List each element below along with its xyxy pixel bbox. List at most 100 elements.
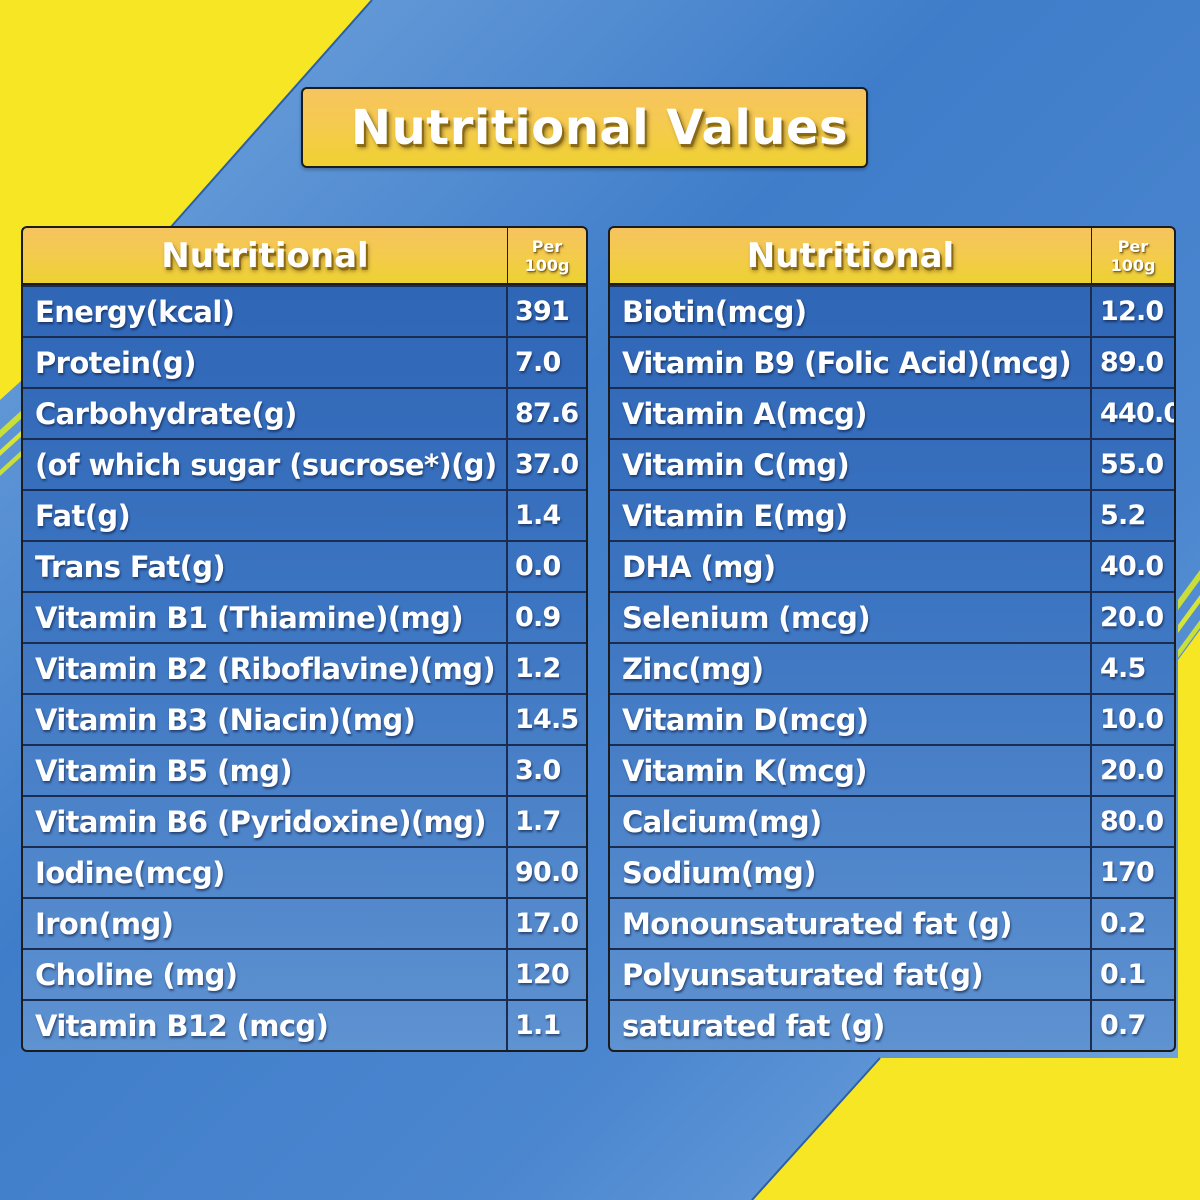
nutrient-name: Monounsaturated fat (g): [610, 899, 1092, 948]
header-per-line1: Per: [1117, 236, 1149, 256]
nutrient-value: 37.0: [515, 449, 579, 480]
table-row: Vitamin C(mg) 55.0: [610, 438, 1174, 489]
nutrient-name: Selenium (mcg): [610, 593, 1092, 642]
nutrient-name: Vitamin K(mcg): [610, 746, 1092, 795]
nutrient-value: 20.0: [1100, 602, 1164, 633]
header-nutritional-label: Nutritional: [23, 228, 508, 283]
nutrient-name: (of which sugar (sucrose*)(g): [23, 440, 508, 489]
nutrient-value: 3.0: [515, 755, 561, 786]
table-row: Vitamin B12 (mcg) 1.1: [23, 999, 586, 1050]
nutrient-value: 55.0: [1100, 449, 1164, 480]
table-row: Vitamin B1 (Thiamine)(mg) 0.9: [23, 591, 586, 642]
nutrition-table-left: Nutritional Per 100g Energy(kcal) 391 Pro…: [21, 226, 588, 1052]
table-row: Calcium(mg) 80.0: [610, 795, 1174, 846]
table-row: Iron(mg) 17.0: [23, 897, 586, 948]
table-row: Fat(g) 1.4: [23, 489, 586, 540]
table-row: Zinc(mg) 4.5: [610, 642, 1174, 693]
table-row: Protein(g) 7.0: [23, 336, 586, 387]
nutrient-value: 1.2: [515, 653, 561, 684]
table-header: Nutritional Per 100g: [608, 226, 1176, 285]
header-per-line2: 100g: [1110, 255, 1156, 275]
nutrient-value: 90.0: [515, 857, 579, 888]
table-row: Biotin(mcg) 12.0: [610, 285, 1174, 336]
nutrient-name: Vitamin B9 (Folic Acid)(mcg): [610, 338, 1092, 387]
nutrient-name: Energy(kcal): [23, 287, 508, 336]
table-row: Polyunsaturated fat(g) 0.1: [610, 948, 1174, 999]
nutrient-name: Vitamin D(mcg): [610, 695, 1092, 744]
table-row: Iodine(mcg) 90.0: [23, 846, 586, 897]
table-row: Trans Fat(g) 0.0: [23, 540, 586, 591]
nutrient-value: 120: [515, 959, 570, 990]
nutrient-name: Trans Fat(g): [23, 542, 508, 591]
table-row: (of which sugar (sucrose*)(g) 37.0: [23, 438, 586, 489]
nutrient-value: 17.0: [515, 908, 579, 939]
table-row: Vitamin B2 (Riboflavine)(mg) 1.2: [23, 642, 586, 693]
nutrient-value: 80.0: [1100, 806, 1164, 837]
nutrient-value: 1.1: [515, 1010, 561, 1041]
title-banner: Nutritional Values: [301, 87, 868, 168]
nutrient-name: Vitamin B12 (mcg): [23, 1001, 508, 1050]
table-row: Vitamin D(mcg) 10.0: [610, 693, 1174, 744]
nutrient-name: Vitamin A(mcg): [610, 389, 1092, 438]
table-row: saturated fat (g) 0.7: [610, 999, 1174, 1050]
nutrient-name: Carbohydrate(g): [23, 389, 508, 438]
table-header: Nutritional Per 100g: [21, 226, 588, 285]
nutrition-table-right: Nutritional Per 100g Biotin(mcg) 12.0 Vit…: [608, 226, 1176, 1052]
nutrient-value: 0.7: [1100, 1010, 1146, 1041]
table-row: Vitamin E(mg) 5.2: [610, 489, 1174, 540]
table-row: Selenium (mcg) 20.0: [610, 591, 1174, 642]
page-title: Nutritional Values: [350, 99, 849, 156]
header-per-line1: Per: [531, 236, 563, 256]
table-row: Choline (mg) 120: [23, 948, 586, 999]
nutrient-name: Vitamin B3 (Niacin)(mg): [23, 695, 508, 744]
nutrient-value: 40.0: [1100, 551, 1164, 582]
table-row: Energy(kcal) 391: [23, 285, 586, 336]
table-row: Sodium(mg) 170: [610, 846, 1174, 897]
nutrient-value: 4.5: [1100, 653, 1146, 684]
nutrient-value: 10.0: [1100, 704, 1164, 735]
nutrient-value: 20.0: [1100, 755, 1164, 786]
nutrient-name: saturated fat (g): [610, 1001, 1092, 1050]
nutrient-value: 0.0: [515, 551, 561, 582]
nutrient-name: Polyunsaturated fat(g): [610, 950, 1092, 999]
nutrient-name: Vitamin C(mg): [610, 440, 1092, 489]
nutrient-value: 89.0: [1100, 347, 1164, 378]
nutrient-value: 0.2: [1100, 908, 1146, 939]
nutrient-value: 5.2: [1100, 500, 1146, 531]
nutrient-value: 170: [1100, 857, 1155, 888]
nutrient-name: Choline (mg): [23, 950, 508, 999]
nutrient-value: 7.0: [515, 347, 561, 378]
nutrient-value: 14.5: [515, 704, 579, 735]
nutrient-value: 440.0: [1100, 398, 1176, 429]
nutrient-name: Vitamin B6 (Pyridoxine)(mg): [23, 797, 508, 846]
nutrient-name: Iodine(mcg): [23, 848, 508, 897]
nutrient-name: Fat(g): [23, 491, 508, 540]
table-row: DHA (mg) 40.0: [610, 540, 1174, 591]
header-nutritional-label: Nutritional: [610, 228, 1092, 283]
table-row: Carbohydrate(g) 87.6: [23, 387, 586, 438]
nutrient-value: 87.6: [515, 398, 579, 429]
nutrient-value: 12.0: [1100, 296, 1164, 327]
nutrient-value: 0.1: [1100, 959, 1146, 990]
nutrient-name: Calcium(mg): [610, 797, 1092, 846]
nutrient-name: Protein(g): [23, 338, 508, 387]
nutrient-name: Sodium(mg): [610, 848, 1092, 897]
header-per-100g: Per 100g: [1092, 228, 1174, 283]
table-row: Vitamin B5 (mg) 3.0: [23, 744, 586, 795]
nutrient-name: Vitamin B1 (Thiamine)(mg): [23, 593, 508, 642]
nutrient-value: 391: [515, 296, 570, 327]
nutrient-value: 0.9: [515, 602, 561, 633]
table-row: Vitamin K(mcg) 20.0: [610, 744, 1174, 795]
nutrient-name: Vitamin B5 (mg): [23, 746, 508, 795]
table-body: Biotin(mcg) 12.0 Vitamin B9 (Folic Acid)(…: [608, 285, 1176, 1052]
nutrient-name: Biotin(mcg): [610, 287, 1092, 336]
nutrient-value: 1.4: [515, 500, 561, 531]
nutrient-name: Vitamin E(mg): [610, 491, 1092, 540]
table-body: Energy(kcal) 391 Protein(g) 7.0 Carbohydra…: [21, 285, 588, 1052]
nutrient-value: 1.7: [515, 806, 561, 837]
table-row: Vitamin B9 (Folic Acid)(mcg) 89.0: [610, 336, 1174, 387]
table-row: Vitamin B3 (Niacin)(mg) 14.5: [23, 693, 586, 744]
nutrient-name: DHA (mg): [610, 542, 1092, 591]
nutrient-name: Zinc(mg): [610, 644, 1092, 693]
header-per-100g: Per 100g: [508, 228, 586, 283]
